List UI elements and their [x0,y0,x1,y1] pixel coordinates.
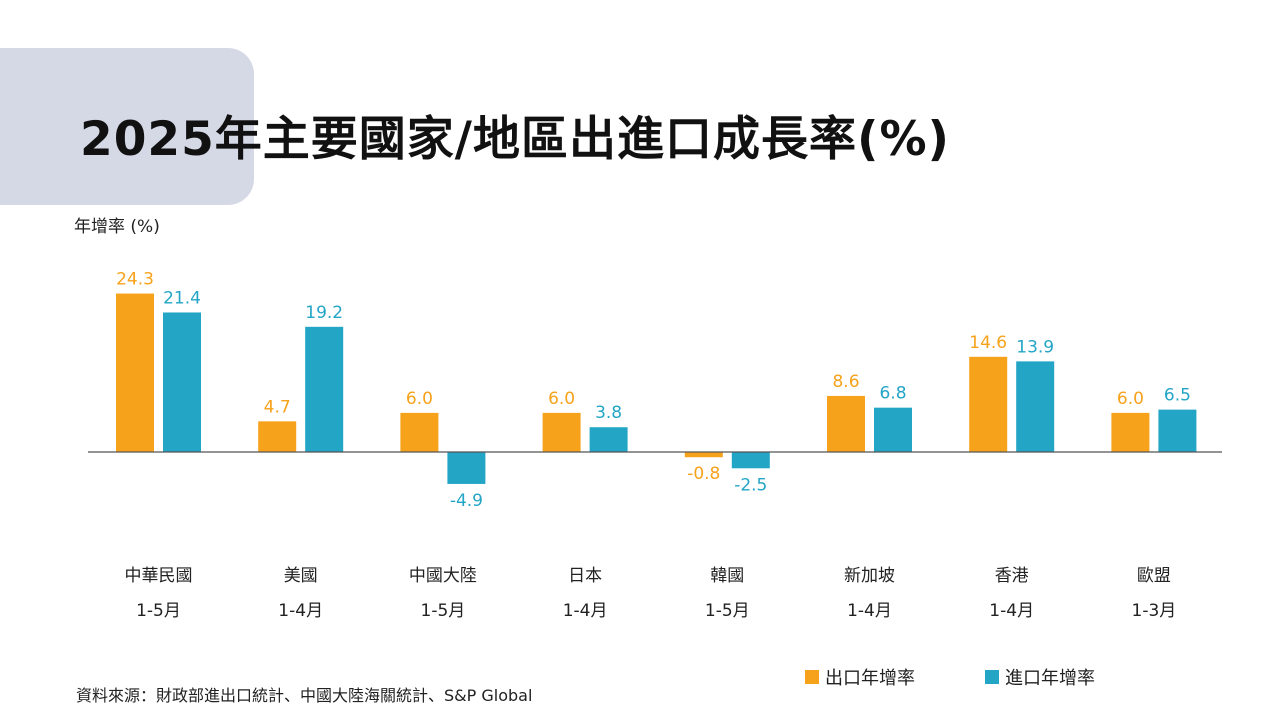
data-label-export: 14.6 [969,333,1007,353]
data-label-import: 3.8 [595,403,622,423]
period-label: 1-4月 [847,601,892,621]
category-label: 美國 [284,566,318,586]
period-label: 1-4月 [278,601,323,621]
legend-item-export: 出口年增率 [805,664,915,690]
bar-import [874,407,912,452]
data-label-export: 4.7 [264,397,291,417]
period-label: 1-5月 [421,601,466,621]
data-label-export: 6.0 [406,389,433,409]
category-label: 中華民國 [125,566,193,586]
period-label: 1-5月 [136,601,181,621]
data-label-export: 8.6 [832,372,859,392]
data-label-export: 6.0 [548,389,575,409]
data-label-import: 13.9 [1016,337,1054,357]
period-label: 1-3月 [1132,601,1177,621]
data-label-export: -0.8 [687,464,720,484]
legend: 出口年增率 進口年增率 [805,664,1095,690]
bar-export [969,356,1008,452]
chart-title: 2025年主要國家/地區出進口成長率(%) [80,112,951,167]
category-label: 歐盟 [1137,566,1171,586]
data-label-export: 6.0 [1117,389,1144,409]
bar-import [589,427,628,452]
data-label-import: 19.2 [305,303,343,323]
legend-item-import: 進口年增率 [985,664,1095,690]
bar-import [305,326,344,452]
period-label: 1-4月 [989,601,1034,621]
category-label: 日本 [568,566,602,586]
bar-export [400,412,439,452]
category-label: 韓國 [710,566,744,586]
data-label-import: -4.9 [450,491,483,511]
bar-export [684,452,723,458]
y-axis-label: 年增率 (%) [74,217,160,237]
bar-export [116,293,154,452]
bar-import [163,312,201,452]
data-label-export: 24.3 [116,270,154,290]
bar-import [1016,361,1055,452]
data-label-import: 6.8 [879,384,906,404]
category-label: 新加坡 [844,566,895,586]
bar-export [258,421,297,452]
bar-import [447,452,486,484]
period-label: 1-4月 [563,601,608,621]
data-label-import: -2.5 [734,475,767,495]
legend-swatch-export [805,670,819,684]
bar-export [1111,412,1150,452]
data-label-import: 21.4 [163,288,201,308]
category-label: 中國大陸 [409,566,477,586]
legend-swatch-import [985,670,999,684]
title-background-tab [0,48,254,205]
bar-import [731,452,770,469]
bar-export [827,395,865,452]
source-note: 資料來源：財政部進出口統計、中國大陸海關統計、S&P Global [76,686,533,705]
legend-label-export: 出口年增率 [825,668,915,689]
data-label-import: 6.5 [1164,386,1191,406]
category-label: 香港 [995,566,1029,586]
period-label: 1-5月 [705,601,750,621]
legend-label-import: 進口年增率 [1005,668,1095,689]
bar-import [1158,409,1197,452]
bar-export [542,412,581,452]
